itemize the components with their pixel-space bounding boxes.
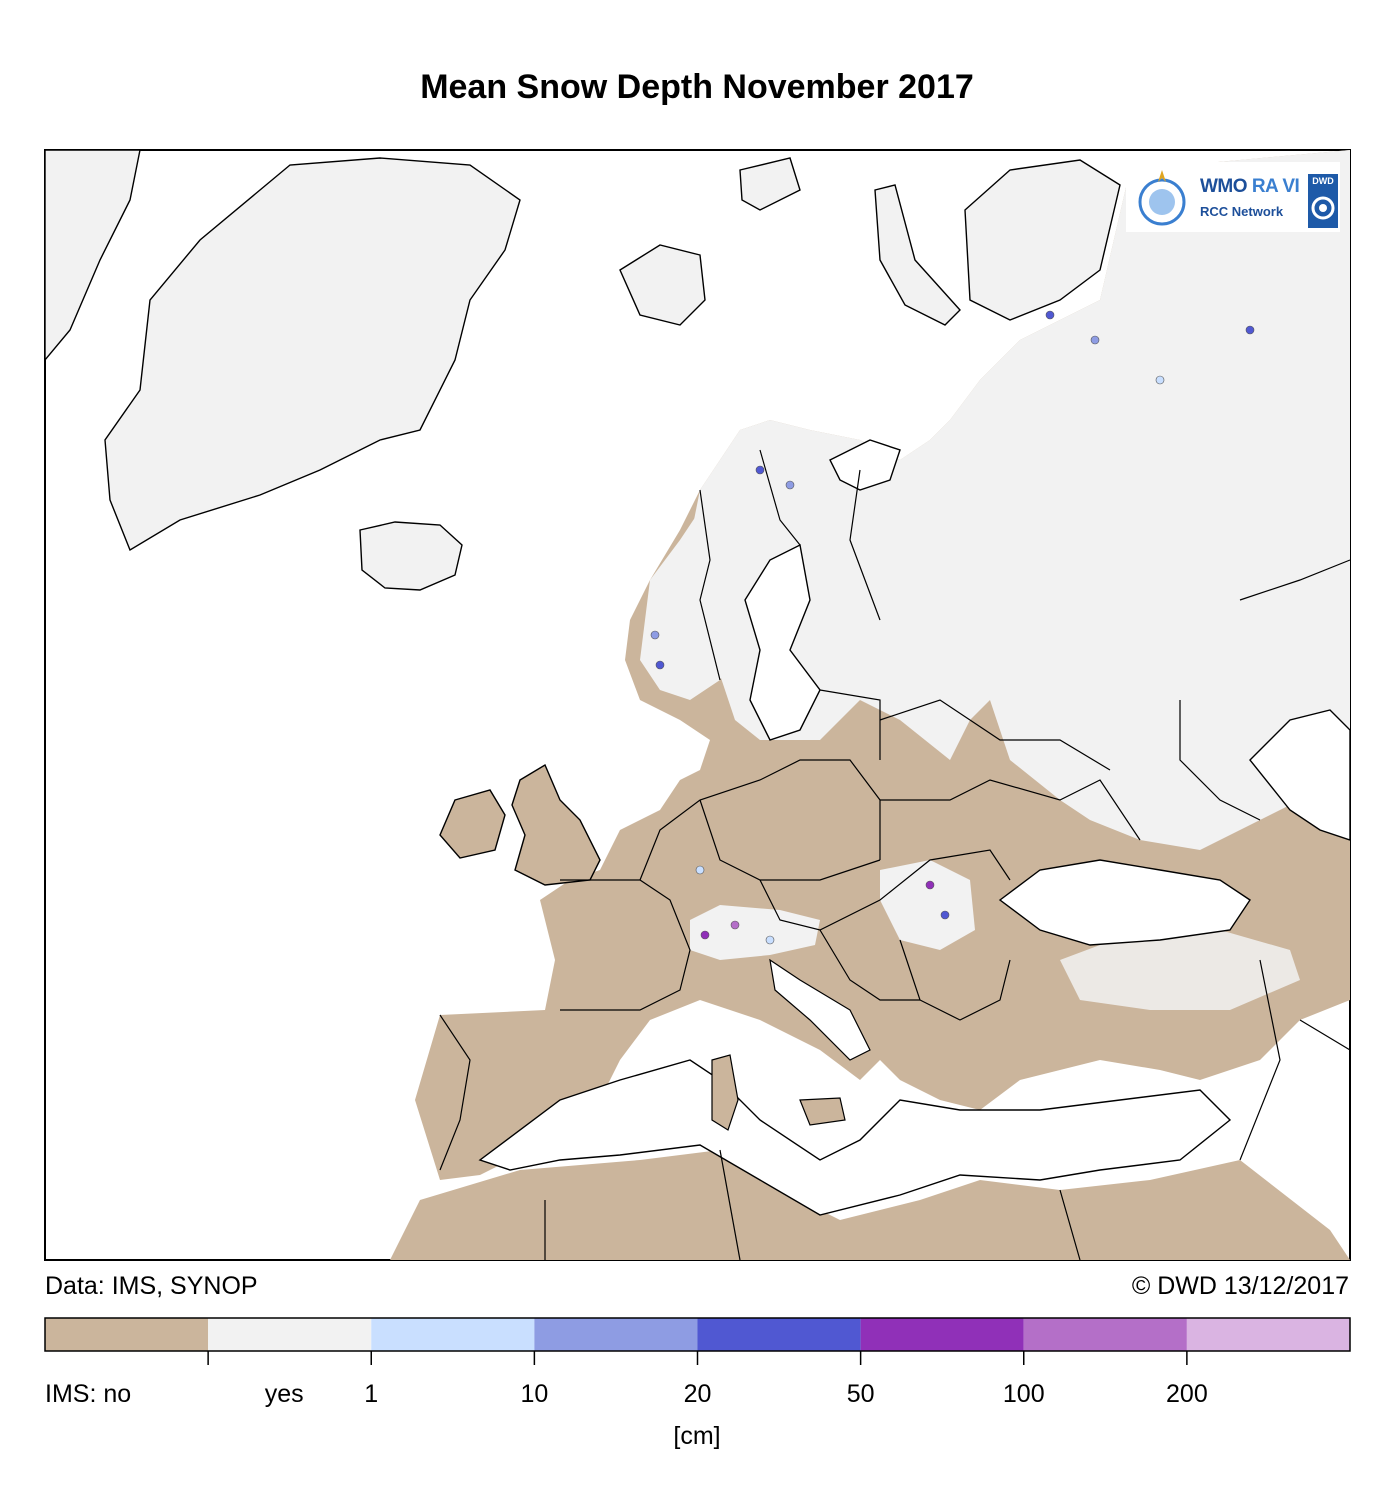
colorbar-swatch [860,1318,1024,1351]
data-source: Data: IMS, SYNOP [45,1272,258,1300]
colorbar-frame [44,1317,1351,1352]
station-marker [695,865,705,875]
station-marker [940,910,950,920]
colorbar-swatch [1186,1318,1350,1351]
mediterranean [478,1059,1232,1216]
country-borders [439,449,1351,1261]
station-marker [925,880,935,890]
dwd-logo-icon: DWD [1308,174,1338,228]
colorbar-swatch [534,1318,698,1351]
adriatic [769,958,871,1061]
legend-label: IMS: no [45,1380,132,1408]
snow-cover-scandinavia [640,440,880,700]
snow-cover-east [690,150,1350,850]
novaya-zemlya [874,184,961,326]
colorbar-swatch [1023,1318,1187,1351]
snow-cover-turkey [1060,930,1300,1010]
legend-label: 200 [1166,1380,1208,1408]
snow-cover-carpathians [880,860,975,950]
legend-label: yes [264,1380,304,1408]
station-marker [785,480,795,490]
station-marker [1045,310,1055,320]
snow-cover-alps [690,905,820,960]
colorbar-swatch [45,1318,209,1351]
legend-unit: [cm] [673,1422,721,1450]
legend-label: 50 [846,1380,875,1408]
legend-label: 20 [683,1380,712,1408]
legend-label: 10 [520,1380,549,1408]
rcc-network-text: RCC Network [1200,204,1284,219]
sicily [799,1097,846,1126]
black-sea [998,859,1251,946]
station-marker [655,660,665,670]
corsica-sardinia [711,1054,739,1131]
legend-label: 1 [364,1380,379,1408]
colorbar-swatch [208,1318,372,1351]
canada-arctic [44,149,141,362]
station-marker [755,465,765,475]
wmo-text: WMO RA VI [1200,176,1300,197]
colorbar-swatch [371,1318,535,1351]
colorbar-swatch [697,1318,861,1351]
station-marker [730,920,740,930]
station-marker [1155,375,1165,385]
white-sea [829,439,901,491]
wmo-dwd-logo: WMO RA VI RCC Network DWD [1126,162,1340,232]
franz-josef [739,157,801,211]
siberia-north [964,159,1121,321]
land-layer [44,149,1351,1261]
station-marker [1090,335,1100,345]
station-marker [1245,325,1255,335]
svalbard [619,244,706,326]
legend-label: 100 [1002,1380,1045,1408]
ireland [439,789,506,859]
caspian-sea [1249,709,1351,841]
station-marker [700,930,710,940]
station-markers [650,310,1255,945]
wmo-emblem-icon [1138,170,1186,226]
copyright: © DWD 13/12/2017 [1131,1272,1349,1300]
greenland [104,157,521,552]
station-marker [765,935,775,945]
iceland [359,521,463,591]
map-title: Mean Snow Depth November 2017 [420,68,974,106]
colorbar [44,1317,1351,1365]
station-marker [650,630,660,640]
